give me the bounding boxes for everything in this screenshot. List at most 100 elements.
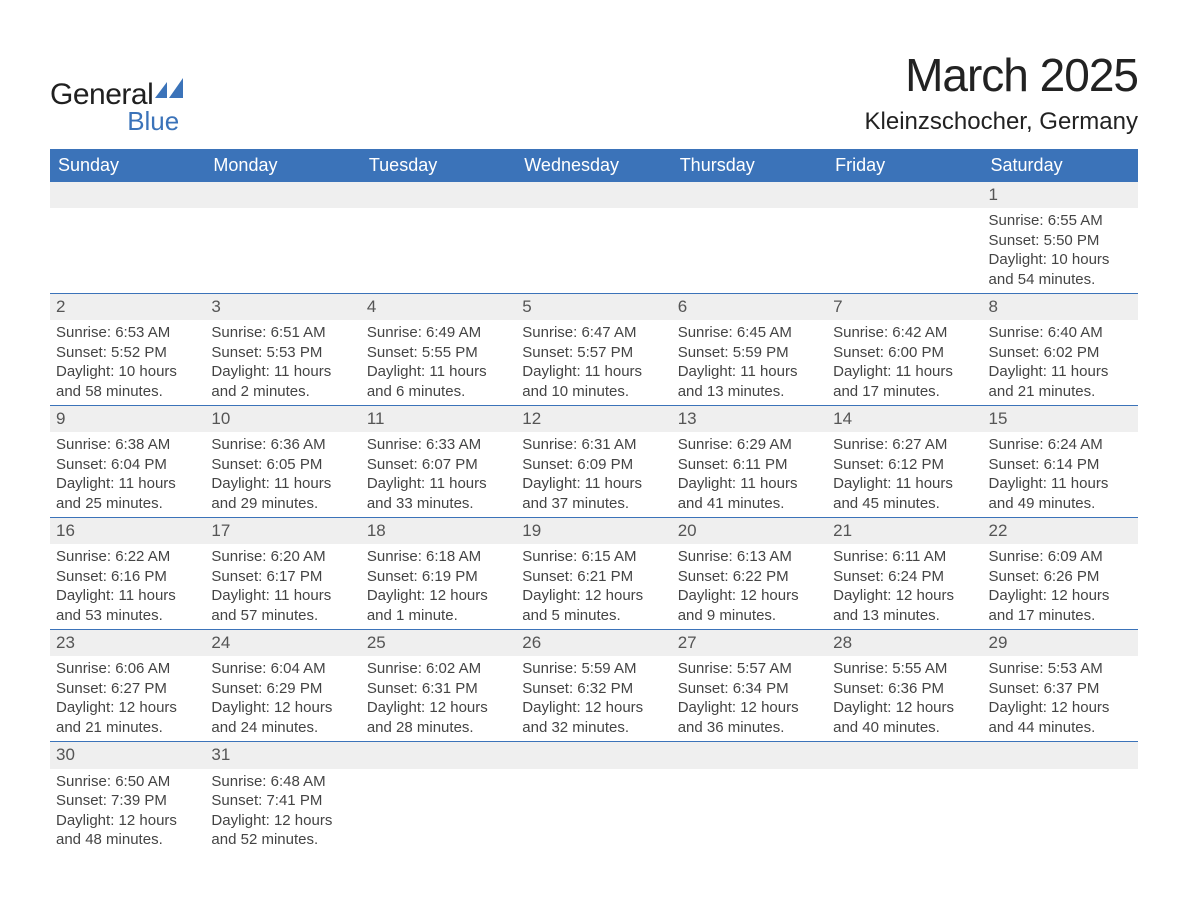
daylight-line2: and 21 minutes. bbox=[989, 382, 1132, 402]
sunrise-line: Sunrise: 6:11 AM bbox=[833, 547, 976, 567]
daynum-row: 3031 bbox=[50, 742, 1138, 769]
sunrise-line: Sunrise: 6:22 AM bbox=[56, 547, 199, 567]
calendar-page: General Blue March 2025 Kleinzschocher, … bbox=[0, 0, 1188, 902]
day-data-cell bbox=[672, 769, 827, 854]
daylight-line2: and 52 minutes. bbox=[211, 830, 354, 850]
day-number-cell: 17 bbox=[205, 518, 360, 545]
daylight-line2: and 36 minutes. bbox=[678, 718, 821, 738]
sunrise-line: Sunrise: 6:51 AM bbox=[211, 323, 354, 343]
day-data-cell bbox=[827, 208, 982, 294]
day-data-cell: Sunrise: 6:06 AMSunset: 6:27 PMDaylight:… bbox=[50, 656, 205, 742]
daylight-line1: Daylight: 12 hours bbox=[211, 811, 354, 831]
daylight-line2: and 5 minutes. bbox=[522, 606, 665, 626]
dow-thu: Thursday bbox=[672, 149, 827, 182]
sunrise-line: Sunrise: 6:18 AM bbox=[367, 547, 510, 567]
sunset-line: Sunset: 6:31 PM bbox=[367, 679, 510, 699]
daylight-line1: Daylight: 12 hours bbox=[678, 698, 821, 718]
daylight-line2: and 28 minutes. bbox=[367, 718, 510, 738]
sunset-line: Sunset: 6:05 PM bbox=[211, 455, 354, 475]
day-number-cell bbox=[516, 742, 671, 769]
daylight-line1: Daylight: 11 hours bbox=[367, 474, 510, 494]
daylight-line1: Daylight: 11 hours bbox=[678, 474, 821, 494]
sunset-line: Sunset: 5:59 PM bbox=[678, 343, 821, 363]
daylight-line2: and 24 minutes. bbox=[211, 718, 354, 738]
day-data-cell: Sunrise: 6:18 AMSunset: 6:19 PMDaylight:… bbox=[361, 544, 516, 630]
day-data-cell: Sunrise: 6:45 AMSunset: 5:59 PMDaylight:… bbox=[672, 320, 827, 406]
daylight-line2: and 40 minutes. bbox=[833, 718, 976, 738]
day-data-cell bbox=[827, 769, 982, 854]
sunrise-line: Sunrise: 6:49 AM bbox=[367, 323, 510, 343]
daylight-line2: and 29 minutes. bbox=[211, 494, 354, 514]
day-number-cell: 15 bbox=[983, 406, 1138, 433]
dow-sat: Saturday bbox=[983, 149, 1138, 182]
day-number-cell: 10 bbox=[205, 406, 360, 433]
day-number-cell: 23 bbox=[50, 630, 205, 657]
daylight-line2: and 58 minutes. bbox=[56, 382, 199, 402]
day-number-cell bbox=[983, 742, 1138, 769]
day-data-cell: Sunrise: 6:47 AMSunset: 5:57 PMDaylight:… bbox=[516, 320, 671, 406]
day-number-cell: 13 bbox=[672, 406, 827, 433]
daylight-line2: and 48 minutes. bbox=[56, 830, 199, 850]
daynum-row: 16171819202122 bbox=[50, 518, 1138, 545]
day-number-cell: 4 bbox=[361, 294, 516, 321]
daylight-line1: Daylight: 10 hours bbox=[989, 250, 1132, 270]
sunrise-line: Sunrise: 5:57 AM bbox=[678, 659, 821, 679]
sunrise-line: Sunrise: 6:13 AM bbox=[678, 547, 821, 567]
sunset-line: Sunset: 5:52 PM bbox=[56, 343, 199, 363]
day-data-cell: Sunrise: 6:13 AMSunset: 6:22 PMDaylight:… bbox=[672, 544, 827, 630]
sunrise-line: Sunrise: 6:06 AM bbox=[56, 659, 199, 679]
day-data-cell bbox=[361, 769, 516, 854]
day-number-cell bbox=[361, 182, 516, 208]
daylight-line2: and 17 minutes. bbox=[833, 382, 976, 402]
day-data-cell bbox=[672, 208, 827, 294]
day-data-cell: Sunrise: 6:50 AMSunset: 7:39 PMDaylight:… bbox=[50, 769, 205, 854]
sunset-line: Sunset: 6:19 PM bbox=[367, 567, 510, 587]
daylight-line1: Daylight: 12 hours bbox=[56, 811, 199, 831]
day-data-cell: Sunrise: 6:48 AMSunset: 7:41 PMDaylight:… bbox=[205, 769, 360, 854]
daylight-line1: Daylight: 11 hours bbox=[211, 586, 354, 606]
sunrise-line: Sunrise: 6:04 AM bbox=[211, 659, 354, 679]
day-data-cell: Sunrise: 6:15 AMSunset: 6:21 PMDaylight:… bbox=[516, 544, 671, 630]
sunset-line: Sunset: 6:00 PM bbox=[833, 343, 976, 363]
sunrise-line: Sunrise: 6:47 AM bbox=[522, 323, 665, 343]
sunset-line: Sunset: 6:34 PM bbox=[678, 679, 821, 699]
daylight-line1: Daylight: 11 hours bbox=[56, 586, 199, 606]
sunset-line: Sunset: 6:21 PM bbox=[522, 567, 665, 587]
daylight-line2: and 49 minutes. bbox=[989, 494, 1132, 514]
daylight-line1: Daylight: 10 hours bbox=[56, 362, 199, 382]
day-data-cell: Sunrise: 5:55 AMSunset: 6:36 PMDaylight:… bbox=[827, 656, 982, 742]
sunset-line: Sunset: 6:12 PM bbox=[833, 455, 976, 475]
daylight-line1: Daylight: 11 hours bbox=[833, 362, 976, 382]
daynum-row: 23242526272829 bbox=[50, 630, 1138, 657]
sunrise-line: Sunrise: 6:02 AM bbox=[367, 659, 510, 679]
daylight-line1: Daylight: 12 hours bbox=[989, 586, 1132, 606]
sunrise-line: Sunrise: 6:27 AM bbox=[833, 435, 976, 455]
daylight-line1: Daylight: 11 hours bbox=[522, 474, 665, 494]
sunrise-line: Sunrise: 6:38 AM bbox=[56, 435, 199, 455]
daylight-line2: and 1 minute. bbox=[367, 606, 510, 626]
day-data-cell: Sunrise: 6:02 AMSunset: 6:31 PMDaylight:… bbox=[361, 656, 516, 742]
day-data-cell: Sunrise: 5:53 AMSunset: 6:37 PMDaylight:… bbox=[983, 656, 1138, 742]
daydata-row: Sunrise: 6:53 AMSunset: 5:52 PMDaylight:… bbox=[50, 320, 1138, 406]
daylight-line1: Daylight: 11 hours bbox=[211, 474, 354, 494]
dow-fri: Friday bbox=[827, 149, 982, 182]
day-data-cell: Sunrise: 6:49 AMSunset: 5:55 PMDaylight:… bbox=[361, 320, 516, 406]
sunset-line: Sunset: 7:41 PM bbox=[211, 791, 354, 811]
daylight-line2: and 25 minutes. bbox=[56, 494, 199, 514]
day-number-cell: 6 bbox=[672, 294, 827, 321]
daylight-line1: Daylight: 12 hours bbox=[211, 698, 354, 718]
day-number-cell: 12 bbox=[516, 406, 671, 433]
daylight-line1: Daylight: 12 hours bbox=[522, 586, 665, 606]
day-number-cell: 19 bbox=[516, 518, 671, 545]
sunrise-line: Sunrise: 6:29 AM bbox=[678, 435, 821, 455]
day-data-cell: Sunrise: 6:22 AMSunset: 6:16 PMDaylight:… bbox=[50, 544, 205, 630]
month-title: March 2025 bbox=[865, 48, 1138, 102]
brand-logo: General Blue bbox=[50, 72, 183, 137]
day-data-cell: Sunrise: 6:38 AMSunset: 6:04 PMDaylight:… bbox=[50, 432, 205, 518]
day-number-cell bbox=[50, 182, 205, 208]
header: General Blue March 2025 Kleinzschocher, … bbox=[50, 48, 1138, 137]
brand-word2: Blue bbox=[127, 106, 179, 137]
day-data-cell: Sunrise: 6:33 AMSunset: 6:07 PMDaylight:… bbox=[361, 432, 516, 518]
day-data-cell: Sunrise: 6:29 AMSunset: 6:11 PMDaylight:… bbox=[672, 432, 827, 518]
day-data-cell: Sunrise: 6:51 AMSunset: 5:53 PMDaylight:… bbox=[205, 320, 360, 406]
